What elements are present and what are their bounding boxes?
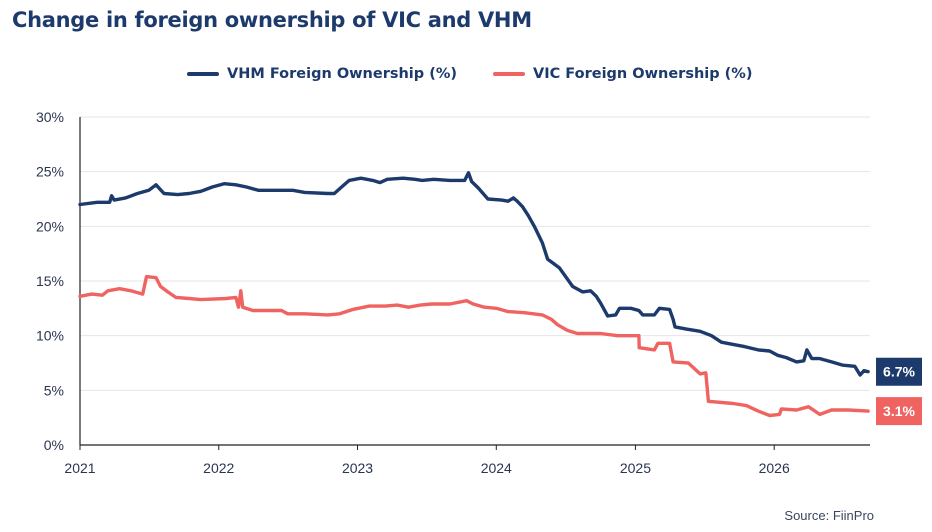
y-tick-label: 5% [44, 382, 64, 398]
legend-item-vic[interactable]: VIC Foreign Ownership (%) [493, 66, 752, 82]
legend-swatch-vhm [187, 72, 219, 76]
y-tick-label: 0% [44, 437, 64, 453]
legend-swatch-vic [493, 72, 525, 76]
series-line-vic [78, 274, 870, 418]
y-tick-label: 30% [36, 109, 64, 125]
y-tick-label: 25% [36, 164, 64, 180]
x-tick-label: 2023 [342, 460, 373, 476]
y-tick-label: 20% [36, 218, 64, 234]
legend-label-vic: VIC Foreign Ownership (%) [533, 66, 753, 82]
chart-title: Change in foreign ownership of VIC and V… [12, 8, 532, 32]
series-line-vhm [78, 171, 870, 377]
legend-item-vhm[interactable]: VHM Foreign Ownership (%) [187, 66, 457, 82]
source-note: Source: FiinPro [784, 508, 874, 523]
x-tick-label: 2021 [64, 460, 95, 476]
end-label-box-vic [876, 397, 922, 426]
x-tick-label: 2024 [481, 460, 512, 476]
x-tick-label: 2026 [759, 460, 790, 476]
y-tick-label: 10% [36, 328, 64, 344]
end-label-box-vhm [876, 357, 922, 386]
end-label-vic: 3.1% [883, 403, 915, 419]
y-tick-label: 15% [36, 273, 64, 289]
legend-label-vhm: VHM Foreign Ownership (%) [227, 66, 457, 82]
end-label-vhm: 6.7% [883, 364, 915, 380]
x-tick-label: 2025 [620, 460, 651, 476]
legend: VHM Foreign Ownership (%) VIC Foreign Ow… [0, 66, 932, 90]
x-tick-label: 2022 [203, 460, 234, 476]
